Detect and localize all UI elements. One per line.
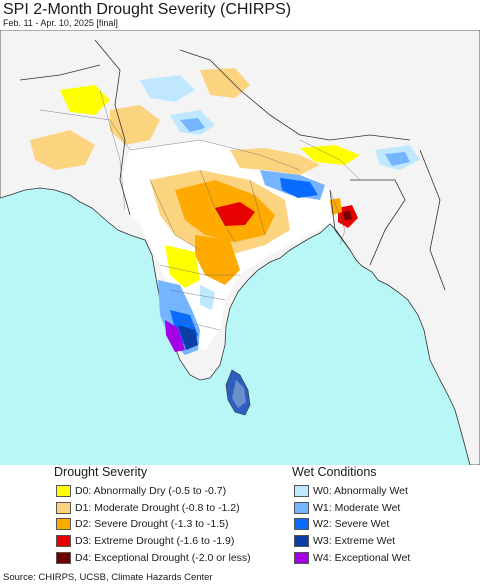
legend-item-w0: W0: Abnormally Wet <box>294 483 410 500</box>
legend-item-w4: W4: Exceptional Wet <box>294 549 410 566</box>
legend-item-w3: W3: Extreme Wet <box>294 533 410 550</box>
country-borders <box>19 39 446 291</box>
legend-swatch <box>294 535 309 548</box>
map-subtitle: Feb. 11 - Apr. 10, 2025 [final] <box>3 18 118 28</box>
legend-item-w1: W1: Moderate Wet <box>294 500 410 517</box>
map-title: SPI 2-Month Drought Severity (CHIRPS) <box>3 1 292 18</box>
legend-swatch <box>294 485 309 498</box>
legend-swatch <box>56 485 71 498</box>
legend-swatch <box>294 501 309 514</box>
legend-swatch <box>56 518 71 531</box>
wet-legend-title: Wet Conditions <box>292 465 377 479</box>
drought-map <box>0 30 480 465</box>
drought-legend: D0: Abnormally Dry (-0.5 to -0.7) D1: Mo… <box>56 483 251 566</box>
legend-swatch <box>56 501 71 514</box>
legend-item-w2: W2: Severe Wet <box>294 516 410 533</box>
source-credit: Source: CHIRPS, UCSB, Climate Hazards Ce… <box>3 572 213 583</box>
legend-item-d0: D0: Abnormally Dry (-0.5 to -0.7) <box>56 483 251 500</box>
drought-legend-title: Drought Severity <box>54 465 148 479</box>
wet-legend: W0: Abnormally Wet W1: Moderate Wet W2: … <box>294 483 410 566</box>
legend-swatch <box>56 535 71 548</box>
legend-swatch <box>56 551 71 564</box>
state-boundaries <box>39 89 361 331</box>
legend-item-d4: D4: Exceptional Drought (-2.0 or less) <box>56 549 251 566</box>
legend-swatch <box>294 518 309 531</box>
legend-item-d1: D1: Moderate Drought (-0.8 to -1.2) <box>56 500 251 517</box>
legend-swatch <box>294 551 309 564</box>
legend-item-d2: D2: Severe Drought (-1.3 to -1.5) <box>56 516 251 533</box>
legend-item-d3: D3: Extreme Drought (-1.6 to -1.9) <box>56 533 251 550</box>
